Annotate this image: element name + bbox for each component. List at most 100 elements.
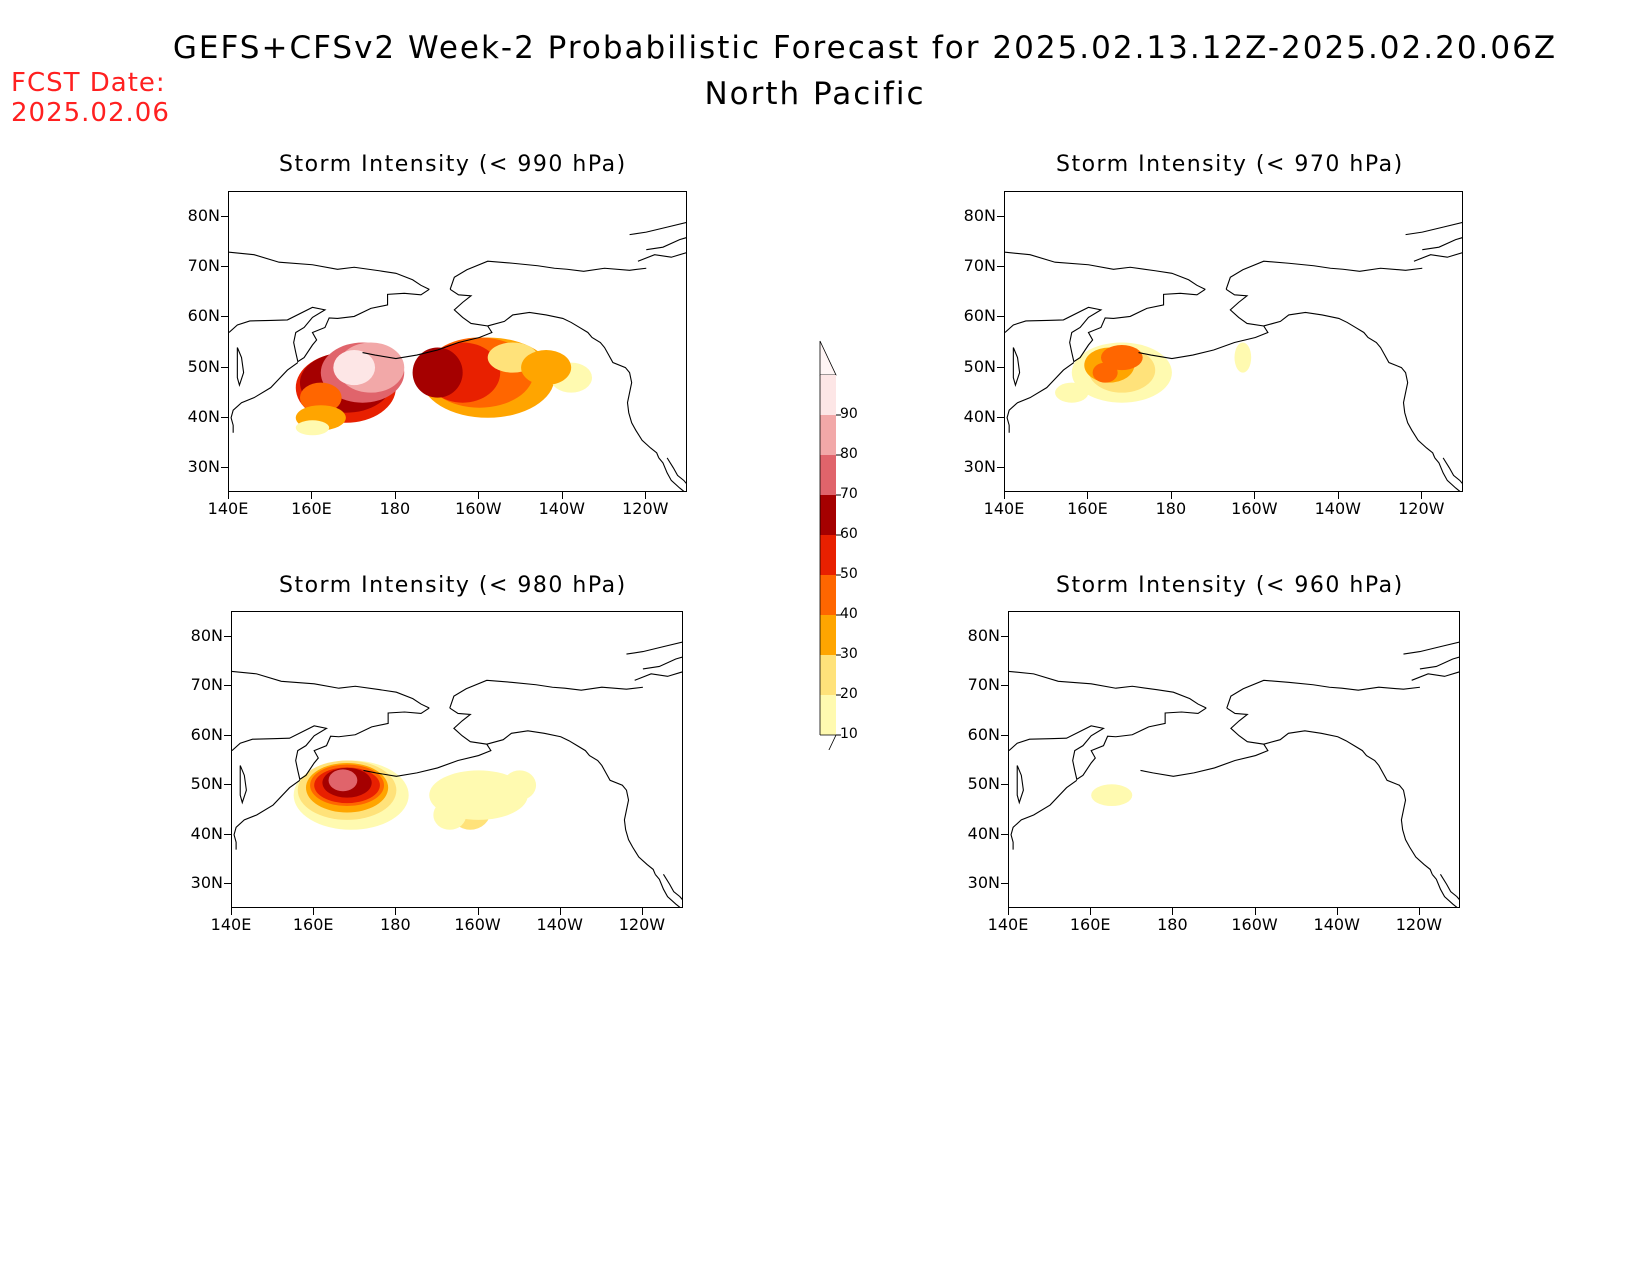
lon-tick xyxy=(313,908,315,915)
lon-tick-label: 140E xyxy=(207,499,249,518)
coastline xyxy=(1225,260,1423,290)
lat-tick xyxy=(224,833,231,835)
lat-tick-label: 40N xyxy=(190,823,223,843)
lat-tick xyxy=(224,635,231,637)
lat-tick xyxy=(221,466,228,468)
coastline xyxy=(646,237,686,251)
lat-tick-label: 60N xyxy=(190,724,223,744)
lat-tick-label: 60N xyxy=(967,724,1000,744)
lat-tick-label: 70N xyxy=(190,675,223,695)
lon-tick xyxy=(478,492,480,499)
probability-area xyxy=(1234,342,1252,373)
lat-tick-label: 50N xyxy=(963,356,996,376)
map-panel-960 xyxy=(1008,611,1460,908)
lat-tick-label: 80N xyxy=(963,206,996,226)
colorbar-level-label: 90 xyxy=(840,406,858,422)
lat-tick xyxy=(1001,685,1008,687)
coastline xyxy=(1016,765,1024,805)
coastline xyxy=(229,251,430,290)
coastline xyxy=(449,679,643,709)
lat-tick-label: 70N xyxy=(963,256,996,276)
lat-tick xyxy=(221,366,228,368)
lat-tick xyxy=(224,734,231,736)
colorbar-level-label: 70 xyxy=(840,486,858,502)
probability-area xyxy=(412,347,463,398)
colorbar-segment xyxy=(820,615,836,655)
coastline xyxy=(1439,874,1459,901)
colorbar-level-label: 20 xyxy=(840,686,858,702)
coastline xyxy=(232,670,430,709)
lat-tick-label: 40N xyxy=(187,406,220,426)
fcst-date-value: 2025.02.06 xyxy=(11,98,170,128)
coastline xyxy=(1010,779,1078,850)
lon-tick-label: 140W xyxy=(1313,915,1360,934)
lat-tick xyxy=(224,883,231,885)
coastline xyxy=(1006,362,1075,433)
panel-title-970: Storm Intensity (< 970 hPa) xyxy=(1056,152,1404,177)
probability-area xyxy=(433,800,467,830)
lat-tick-label: 40N xyxy=(963,406,996,426)
coastline xyxy=(230,362,299,433)
coastline xyxy=(654,873,681,907)
lat-tick xyxy=(997,366,1004,368)
lon-tick-label: 160E xyxy=(1067,499,1108,518)
coastline xyxy=(236,347,245,388)
coastline xyxy=(1009,670,1207,709)
lon-tick xyxy=(645,492,647,499)
map-svg-p960 xyxy=(1009,641,1459,907)
coastline xyxy=(1009,707,1207,781)
lon-tick-label: 120W xyxy=(622,499,669,518)
coastline xyxy=(637,252,686,262)
probability-area xyxy=(1091,784,1133,807)
coastline xyxy=(233,779,301,850)
lat-tick-label: 70N xyxy=(967,675,1000,695)
lat-tick xyxy=(224,685,231,687)
lon-tick xyxy=(394,492,396,499)
lon-tick xyxy=(1170,492,1172,499)
coastline xyxy=(1434,457,1461,491)
fcst-date-label: FCST Date: xyxy=(11,68,166,98)
coastline xyxy=(634,671,682,681)
lon-tick-label: 180 xyxy=(1157,915,1188,934)
coastline xyxy=(1263,311,1436,459)
coastline xyxy=(1422,237,1462,251)
lat-tick-label: 30N xyxy=(187,456,220,476)
lon-tick-label: 140W xyxy=(536,915,583,934)
lon-tick-label: 160W xyxy=(454,915,501,934)
lon-tick xyxy=(641,908,643,915)
colorbar-segment xyxy=(820,455,836,495)
colorbar-segment xyxy=(820,575,836,615)
coastline xyxy=(626,641,682,655)
map-svg-p980 xyxy=(232,641,682,907)
lon-tick-label: 180 xyxy=(1155,499,1187,518)
main-title: GEFS+CFSv2 Week-2 Probabilistic Forecast… xyxy=(172,30,1558,66)
lat-tick-label: 50N xyxy=(190,774,223,794)
panel-title-980: Storm Intensity (< 980 hPa) xyxy=(279,573,627,598)
lon-tick xyxy=(1336,908,1338,915)
lon-tick xyxy=(1008,908,1009,915)
colorbar-level-label: 50 xyxy=(840,566,858,582)
lat-tick-label: 30N xyxy=(963,456,996,476)
lat-tick-label: 50N xyxy=(187,356,220,376)
region-subtitle: North Pacific xyxy=(704,76,926,112)
lat-tick xyxy=(997,316,1004,318)
map-panel-980 xyxy=(231,611,683,908)
coastline xyxy=(1226,679,1420,709)
probability-area xyxy=(299,382,342,413)
lon-tick-label: 140E xyxy=(210,915,252,934)
lat-tick xyxy=(221,316,228,318)
lat-tick xyxy=(1001,784,1008,786)
lon-tick-label: 160W xyxy=(1231,915,1278,934)
colorbar-bottom-arrow xyxy=(820,734,837,750)
lat-tick-label: 80N xyxy=(187,206,220,226)
map-panel-990 xyxy=(228,191,687,492)
lon-tick xyxy=(1087,492,1089,499)
lon-tick xyxy=(1172,908,1174,915)
lon-tick xyxy=(1254,492,1256,499)
probability-area xyxy=(333,350,376,386)
coastline xyxy=(1263,730,1433,875)
lon-tick xyxy=(231,908,232,915)
coastline xyxy=(658,457,685,491)
coastline xyxy=(1005,251,1206,290)
map-panel-970 xyxy=(1004,191,1463,492)
